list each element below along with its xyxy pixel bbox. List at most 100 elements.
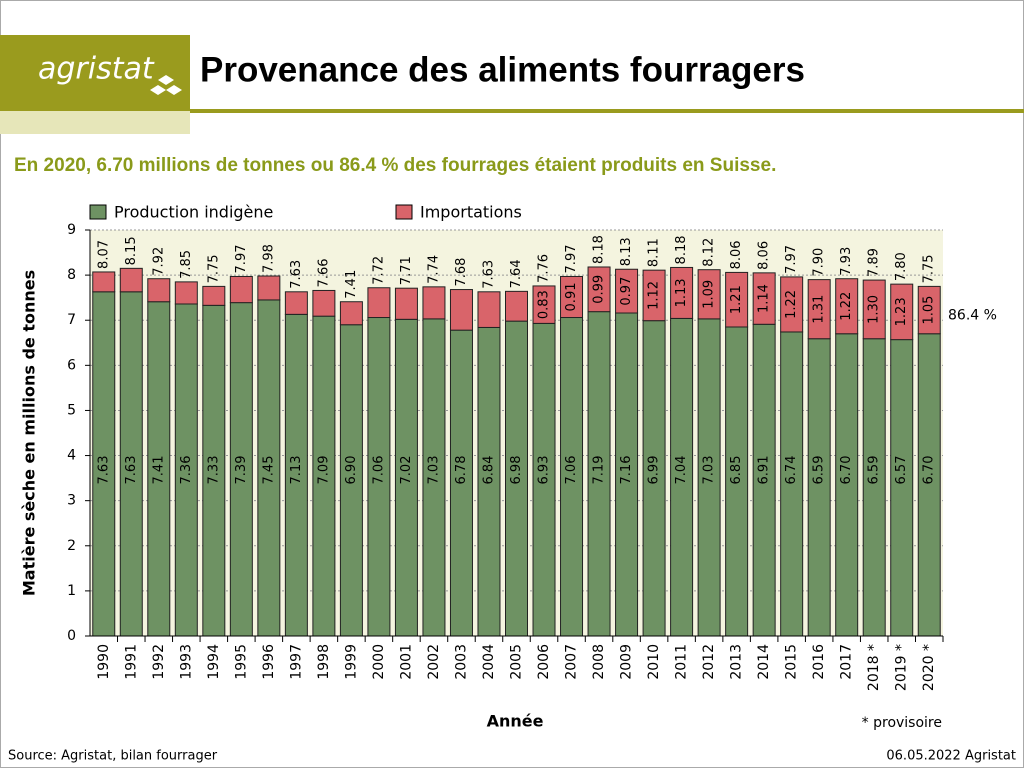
y-tick-label: 4: [67, 448, 76, 464]
x-tick-label: 2000: [371, 644, 387, 680]
data-label: 6.93: [537, 456, 552, 485]
bar-segment: [449, 289, 473, 331]
data-label: 0.99: [592, 275, 607, 304]
y-tick-label: 7: [67, 312, 76, 328]
bar-segment: [835, 278, 859, 335]
x-tick-label: 1998: [316, 644, 332, 680]
data-label: 6.70: [839, 456, 854, 485]
x-tick-label: 1991: [123, 644, 139, 680]
bar-segment: [339, 301, 363, 326]
total-label: 7.90: [812, 248, 827, 277]
total-label: 7.92: [151, 247, 166, 276]
data-label: 1.05: [922, 296, 937, 325]
bar-segment: [257, 275, 281, 301]
bar-segment: [862, 279, 886, 340]
bar-segment: [862, 338, 886, 637]
data-label: 6.91: [757, 456, 772, 485]
bar-segment: [807, 279, 831, 340]
data-label: 6.57: [894, 456, 909, 485]
legend-label: Production indigène: [114, 203, 273, 222]
y-tick-label: 3: [67, 493, 76, 509]
x-tick-label: 2011: [674, 644, 690, 680]
data-label: 7.45: [261, 456, 276, 485]
data-label: 7.36: [179, 456, 194, 485]
data-label: 7.03: [702, 456, 717, 485]
bar-segment: [147, 278, 171, 303]
total-label: 7.85: [179, 250, 194, 279]
bar-segment: [202, 285, 226, 306]
x-tick-label: 1995: [233, 644, 249, 680]
total-label: 7.72: [371, 256, 386, 285]
bar-segment: [422, 286, 446, 320]
legend-swatch: [395, 204, 413, 220]
data-label: 7.39: [234, 456, 249, 485]
total-label: 8.13: [619, 237, 634, 266]
legend-label: Importations: [420, 203, 522, 222]
bar-segment: [92, 271, 116, 293]
bar-segment: [367, 287, 391, 319]
x-tick-label: 2006: [536, 644, 552, 680]
bar-segment: [532, 285, 556, 324]
data-label: 7.04: [674, 456, 689, 485]
data-label: 1.31: [812, 295, 827, 324]
total-label: 7.80: [894, 252, 909, 281]
total-label: 7.63: [289, 260, 304, 289]
x-tick-label: 1992: [151, 644, 167, 680]
annotation: 86.4 %: [948, 308, 997, 324]
date: 06.05.2022 Agristat: [886, 749, 1016, 764]
total-label: 7.89: [867, 248, 882, 277]
bar-segment: [119, 267, 143, 293]
y-tick-label: 9: [67, 222, 76, 238]
logo-box: [0, 35, 190, 111]
y-tick-label: 6: [67, 357, 76, 373]
bar-segment: [312, 289, 336, 317]
data-label: 6.59: [812, 456, 827, 485]
total-label: 8.07: [96, 240, 111, 269]
total-label: 7.75: [922, 254, 937, 283]
data-label: 7.02: [399, 456, 414, 485]
data-label: 6.70: [922, 456, 937, 485]
data-label: 6.74: [784, 456, 799, 485]
logo-band: [0, 111, 190, 134]
bar-segment: [615, 268, 639, 314]
bar-segment: [560, 275, 584, 319]
x-tick-label: 2019 *: [894, 644, 910, 691]
total-label: 7.97: [234, 245, 249, 274]
total-label: 7.75: [206, 254, 221, 283]
x-tick-label: 2017: [839, 644, 855, 680]
data-label: 1.22: [784, 290, 799, 319]
data-label: 1.22: [839, 292, 854, 321]
bar-segment: [725, 271, 749, 328]
bar-segment: [752, 272, 776, 325]
data-label: 7.09: [316, 456, 331, 485]
total-label: 7.98: [261, 244, 276, 273]
x-tick-label: 1999: [343, 644, 359, 680]
data-label: 7.06: [371, 456, 386, 485]
data-label: 7.03: [426, 456, 441, 485]
x-tick-label: 2003: [453, 644, 469, 680]
x-tick-label: 2020 *: [921, 644, 937, 691]
x-tick-label: 1997: [288, 644, 304, 680]
x-tick-label: 2015: [784, 644, 800, 680]
x-tick-label: 2005: [509, 644, 525, 680]
bar-segment: [174, 281, 198, 305]
bar-segment: [890, 283, 914, 341]
bar-segment: [229, 275, 253, 304]
data-label: 1.30: [867, 295, 882, 324]
bar-segment: [890, 339, 914, 637]
bar-segment: [780, 276, 804, 333]
total-label: 7.76: [537, 254, 552, 283]
total-label: 7.66: [316, 258, 331, 287]
total-label: 8.12: [702, 238, 717, 267]
bar-segment: [505, 290, 528, 322]
y-tick-label: 0: [67, 628, 76, 644]
total-label: 8.18: [592, 235, 607, 264]
bar-segment: [670, 266, 694, 319]
source: Source: Agristat, bilan fourrager: [8, 749, 218, 764]
data-label: 6.90: [344, 456, 359, 485]
data-label: 7.63: [124, 456, 139, 485]
title: Provenance des aliments fourragers: [200, 50, 805, 89]
x-tick-label: 2004: [481, 644, 497, 680]
x-tick-label: 1990: [96, 644, 112, 680]
x-tick-label: 2007: [564, 644, 580, 680]
